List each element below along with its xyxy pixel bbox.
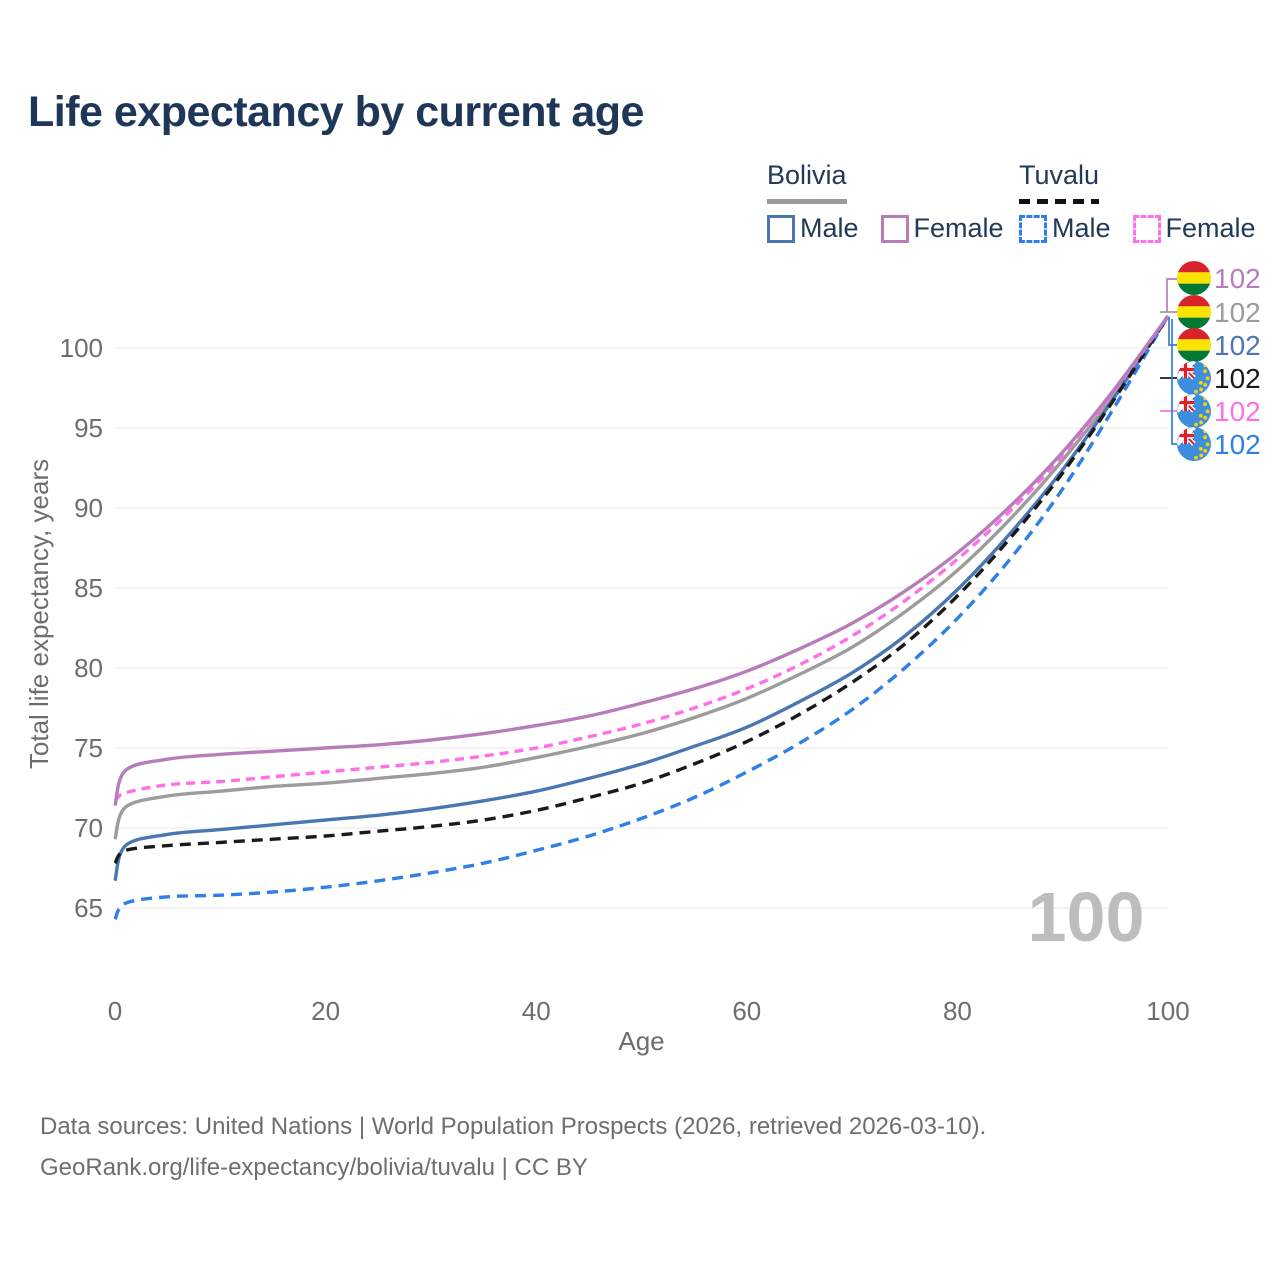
end-value-label: 102 bbox=[1214, 396, 1261, 427]
svg-text:60: 60 bbox=[732, 996, 761, 1026]
svg-text:65: 65 bbox=[74, 893, 103, 923]
end-value-label: 102 bbox=[1214, 263, 1261, 294]
svg-text:0: 0 bbox=[108, 996, 122, 1026]
tuvalu-male-swatch bbox=[1019, 214, 1047, 243]
end-label-tuvalu-both[interactable]: 102 bbox=[1160, 361, 1261, 395]
gridlines bbox=[115, 347, 1168, 909]
end-label-tuvalu-female[interactable]: 102 bbox=[1160, 394, 1261, 428]
svg-text:20: 20 bbox=[311, 996, 340, 1026]
footer-line-1: Data sources: United Nations | World Pop… bbox=[40, 1113, 987, 1140]
bolivia-female-label: Female bbox=[913, 213, 1004, 243]
bolivia-flag-icon bbox=[1177, 295, 1211, 329]
tuvalu-line-style-swatch bbox=[1019, 199, 1099, 204]
legend-item-tuvalu-male[interactable]: Male bbox=[1019, 213, 1111, 244]
legend-header-tuvalu[interactable]: Tuvalu bbox=[1019, 160, 1256, 204]
end-value-label: 102 bbox=[1214, 429, 1261, 460]
end-label-bolivia-both[interactable]: 102 bbox=[1160, 295, 1261, 330]
legend-header-tuvalu-label: Tuvalu bbox=[1019, 160, 1100, 190]
svg-text:75: 75 bbox=[74, 733, 103, 763]
footer-line-2[interactable]: GeoRank.org/life-expectancy/bolivia/tuva… bbox=[40, 1154, 588, 1181]
bolivia-flag-icon bbox=[1177, 261, 1211, 295]
page-title: Life expectancy by current age bbox=[28, 88, 644, 136]
svg-text:95: 95 bbox=[74, 413, 103, 443]
series-line-bolivia-female[interactable] bbox=[113, 314, 1170, 807]
tuvalu-male-label: Male bbox=[1052, 213, 1111, 243]
bolivia-male-label: Male bbox=[800, 213, 859, 243]
end-label-tuvalu-male[interactable]: 102 bbox=[1171, 319, 1261, 461]
bolivia-line-style-swatch bbox=[767, 199, 847, 204]
bolivia-male-swatch bbox=[767, 214, 795, 243]
series-line-tuvalu-both[interactable] bbox=[113, 315, 1170, 865]
legend-group-bolivia: Bolivia Male Female bbox=[767, 160, 1004, 244]
legend-header-bolivia-label: Bolivia bbox=[767, 160, 847, 190]
svg-text:100: 100 bbox=[60, 333, 103, 363]
legend-group-tuvalu: Tuvalu Male Female bbox=[1019, 160, 1256, 244]
series-line-bolivia-male[interactable] bbox=[113, 315, 1170, 882]
svg-text:80: 80 bbox=[943, 996, 972, 1026]
leader-line bbox=[1168, 317, 1177, 346]
tuvalu-flag-icon bbox=[1177, 394, 1211, 428]
end-label-bolivia-male[interactable]: 102 bbox=[1168, 317, 1261, 363]
legend-header-bolivia[interactable]: Bolivia bbox=[767, 160, 1004, 204]
tuvalu-female-label: Female bbox=[1165, 213, 1256, 243]
bolivia-female-swatch bbox=[880, 214, 909, 243]
series-line-tuvalu-male[interactable] bbox=[113, 315, 1170, 921]
series-line-tuvalu-female[interactable] bbox=[113, 315, 1170, 803]
legend-item-bolivia-female[interactable]: Female bbox=[880, 213, 1004, 244]
legend-item-bolivia-male[interactable]: Male bbox=[767, 213, 859, 244]
age-counter-watermark: 100 bbox=[1028, 878, 1145, 956]
y-axis-tick-labels: 65 70 75 80 85 90 95 100 bbox=[60, 333, 103, 923]
end-label-bolivia-female[interactable]: 102 bbox=[1166, 261, 1261, 312]
x-axis-tick-labels: 0 20 40 60 80 100 bbox=[108, 996, 1190, 1026]
svg-text:100: 100 bbox=[1146, 996, 1189, 1026]
svg-text:70: 70 bbox=[74, 813, 103, 843]
series-line-bolivia-both[interactable] bbox=[113, 315, 1170, 840]
data-source-footer: Data sources: United Nations | World Pop… bbox=[40, 1106, 986, 1188]
y-axis-title: Total life expectancy, years bbox=[24, 459, 54, 769]
svg-text:90: 90 bbox=[74, 493, 103, 523]
end-value-label: 102 bbox=[1214, 297, 1261, 328]
tuvalu-flag-icon bbox=[1177, 427, 1211, 461]
x-axis-title: Age bbox=[618, 1026, 664, 1056]
leader-line bbox=[1166, 278, 1177, 312]
leader-line bbox=[1171, 319, 1177, 445]
svg-text:80: 80 bbox=[74, 653, 103, 683]
tuvalu-female-swatch bbox=[1132, 214, 1161, 243]
tuvalu-flag-icon bbox=[1177, 361, 1211, 395]
end-value-label: 102 bbox=[1214, 330, 1261, 361]
chart-legend: Bolivia Male Female Tuvalu bbox=[0, 160, 1280, 250]
bolivia-flag-icon bbox=[1177, 328, 1211, 362]
svg-text:40: 40 bbox=[522, 996, 551, 1026]
legend-item-tuvalu-female[interactable]: Female bbox=[1132, 213, 1256, 244]
end-value-label: 102 bbox=[1214, 363, 1261, 394]
svg-text:85: 85 bbox=[74, 573, 103, 603]
